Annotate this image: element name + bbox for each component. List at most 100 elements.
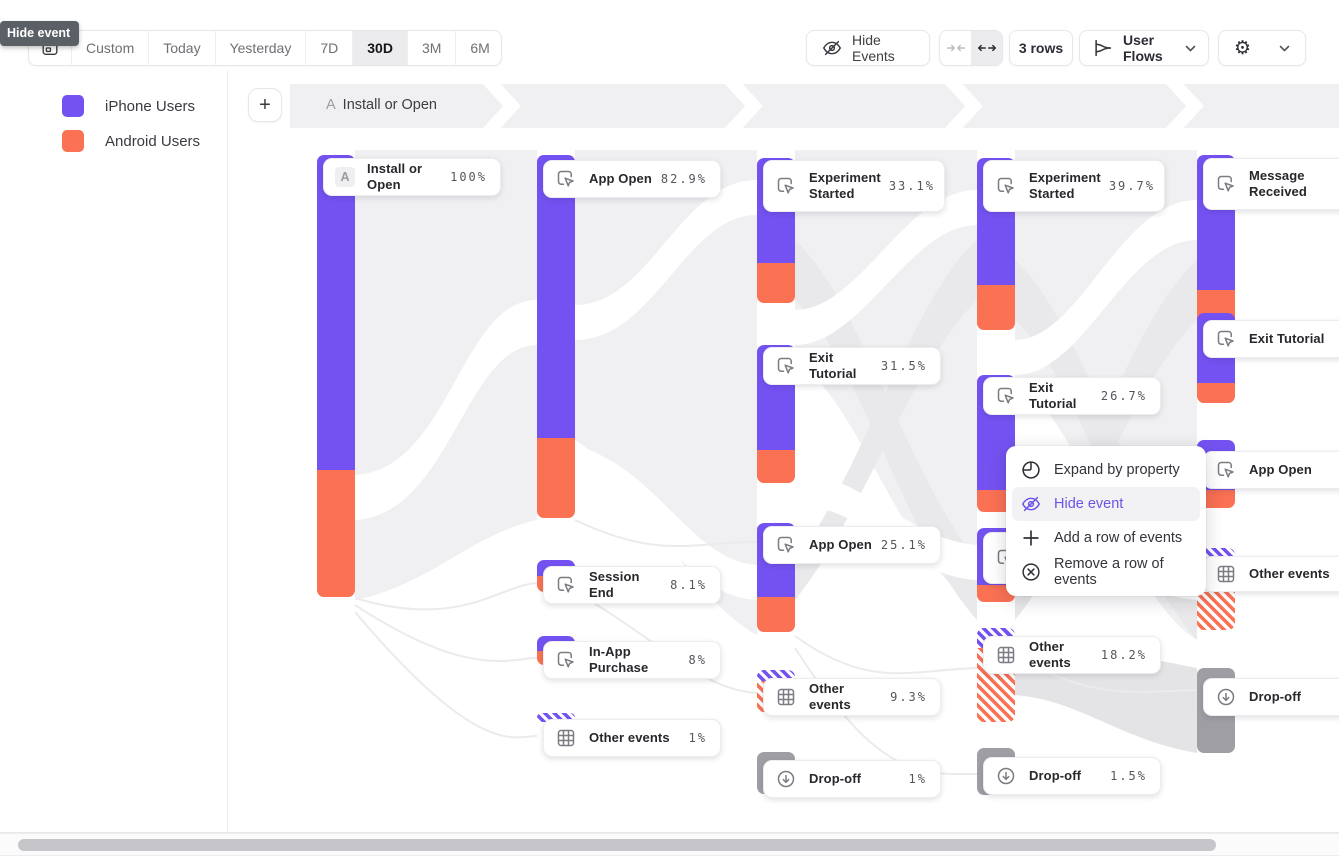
user-flows-icon (1092, 37, 1114, 59)
legend-swatch (62, 130, 84, 152)
rows-button[interactable]: 3 rows (1009, 30, 1073, 66)
app-icon (555, 168, 577, 190)
event-card-app-open[interactable]: App Open 82.9% (543, 160, 721, 198)
event-label: Other events (1029, 638, 1071, 670)
flow-bar-segment[interactable] (537, 713, 575, 722)
event-card-in-app-purchase[interactable]: In-App Purchase 8% (543, 641, 721, 679)
event-card-app-open[interactable]: App Open (1203, 451, 1339, 489)
flow-bar-segment[interactable] (757, 263, 795, 303)
settings-button[interactable]: ⚙ (1218, 30, 1306, 66)
event-card-experiment-started[interactable]: Experiment Started 33.1% (763, 160, 945, 212)
event-card-message-received[interactable]: Message Received (1203, 158, 1339, 210)
plus-icon (1020, 527, 1042, 549)
event-label: Session End (589, 568, 640, 600)
event-card-drop-off[interactable]: Drop-off (1203, 678, 1339, 716)
date-range-6m[interactable]: 6M (456, 31, 501, 65)
event-percentage: 33.1% (888, 179, 935, 193)
date-range-custom[interactable]: Custom (72, 31, 150, 65)
event-card-drop-off[interactable]: Drop-off 1% (763, 760, 941, 798)
date-range-today[interactable]: Today (149, 31, 216, 65)
app-icon (995, 175, 1017, 197)
event-label: Other events (1249, 565, 1330, 581)
content-bottom-border (0, 832, 1339, 833)
flow-bar-segment[interactable] (1197, 548, 1235, 558)
collapse-expand-control (939, 30, 1003, 66)
horizontal-scrollbar[interactable] (0, 833, 1339, 856)
step-breadcrumb-bar: A Install or Open (290, 84, 1339, 128)
event-label: Message Received (1249, 167, 1307, 199)
event-label: App Open (589, 170, 652, 186)
event-card-exit-tutorial[interactable]: Exit Tutorial (1203, 320, 1339, 358)
flow-bar-segment[interactable] (757, 450, 795, 483)
eye-off-icon (821, 37, 843, 59)
event-percentage: 25.1% (880, 538, 927, 552)
rows-label: 3 rows (1018, 40, 1064, 56)
event-label: Drop-off (1029, 767, 1082, 783)
flow-bar-segment[interactable] (977, 585, 1015, 602)
app-icon (555, 574, 577, 596)
legend-item[interactable]: Android Users (62, 130, 200, 152)
event-card-experiment-started[interactable]: Experiment Started 39.7% (983, 160, 1165, 212)
menu-item-expand-by-property[interactable]: Expand by property (1012, 453, 1200, 487)
event-card-install-or-open[interactable]: A Install or Open 100% (323, 158, 501, 196)
breadcrumb-chevrons (483, 84, 1204, 128)
view-selector[interactable]: User Flows (1079, 30, 1209, 66)
event-card-other-events[interactable]: Other events 18.2% (983, 636, 1161, 674)
hide-event-tooltip: Hide event (0, 21, 80, 46)
event-label: Exit Tutorial (809, 349, 857, 381)
event-label: In-App Purchase (589, 643, 649, 675)
date-range-yesterday[interactable]: Yesterday (216, 31, 307, 65)
flow-bar-segment[interactable] (1197, 490, 1235, 508)
app-icon (1215, 459, 1237, 481)
date-range-30d[interactable]: 30D (353, 31, 408, 65)
scrollbar-thumb[interactable] (18, 839, 1216, 851)
menu-item-add-a-row-of-events[interactable]: Add a row of events (1012, 521, 1200, 555)
app-icon (775, 175, 797, 197)
event-card-other-events[interactable]: Other events (1203, 556, 1339, 592)
event-card-other-events[interactable]: Other events 9.3% (763, 678, 941, 716)
event-label: Install or Open (367, 160, 423, 192)
app-icon (555, 649, 577, 671)
step-letter: A (326, 97, 336, 113)
drop-icon (995, 765, 1017, 787)
add-step-button[interactable]: + (248, 88, 282, 122)
flow-bar-segment[interactable] (317, 470, 355, 597)
event-card-session-end[interactable]: Session End 8.1% (543, 566, 721, 604)
date-range-7d[interactable]: 7D (306, 31, 354, 65)
event-card-other-events[interactable]: Other events 1% (543, 719, 721, 757)
legend-item[interactable]: iPhone Users (62, 95, 195, 117)
flow-bar-segment[interactable] (757, 597, 795, 632)
event-card-exit-tutorial[interactable]: Exit Tutorial 31.5% (763, 347, 941, 385)
event-context-menu: Expand by property Hide event Add a row of… (1006, 446, 1206, 596)
menu-item-remove-a-row-of-events[interactable]: Remove a row of events (1012, 555, 1200, 589)
menu-item-hide-event[interactable]: Hide event (1012, 487, 1200, 521)
event-percentage: 8.1% (670, 578, 707, 592)
flow-bar-segment[interactable] (1197, 592, 1235, 630)
date-range-3m[interactable]: 3M (408, 31, 457, 65)
collapse-columns-button[interactable] (940, 31, 971, 65)
chevron-down-icon (1279, 45, 1290, 52)
event-card-exit-tutorial[interactable]: Exit Tutorial 26.7% (983, 377, 1161, 415)
breadcrumb-step-1[interactable]: A Install or Open (326, 97, 437, 113)
grid-icon (555, 727, 577, 749)
hide-events-button[interactable]: Hide Events (806, 30, 930, 66)
event-label: Exit Tutorial (1029, 379, 1077, 411)
menu-item-label: Hide event (1054, 496, 1124, 512)
event-percentage: 18.2% (1100, 648, 1147, 662)
event-card-drop-off[interactable]: Drop-off 1.5% (983, 757, 1161, 795)
event-percentage: 8% (688, 653, 707, 667)
flow-bar-segment[interactable] (977, 490, 1015, 512)
legend-panel: iPhone Users Android Users (0, 70, 228, 832)
flow-bar-segment[interactable] (1197, 383, 1235, 403)
flow-bar-segment[interactable] (977, 285, 1015, 330)
drop-icon (775, 768, 797, 790)
event-label: Other events (589, 729, 670, 745)
flow-bar-segment[interactable] (537, 438, 575, 518)
flow-bar-segment[interactable] (757, 670, 795, 681)
event-card-app-open[interactable]: App Open 25.1% (763, 526, 941, 564)
flow-bar-segment[interactable] (317, 155, 355, 470)
expand-columns-button[interactable] (971, 31, 1002, 65)
menu-item-label: Remove a row of events (1054, 556, 1164, 588)
event-percentage: 100% (450, 170, 487, 184)
flow-bar-segment[interactable] (537, 155, 575, 438)
